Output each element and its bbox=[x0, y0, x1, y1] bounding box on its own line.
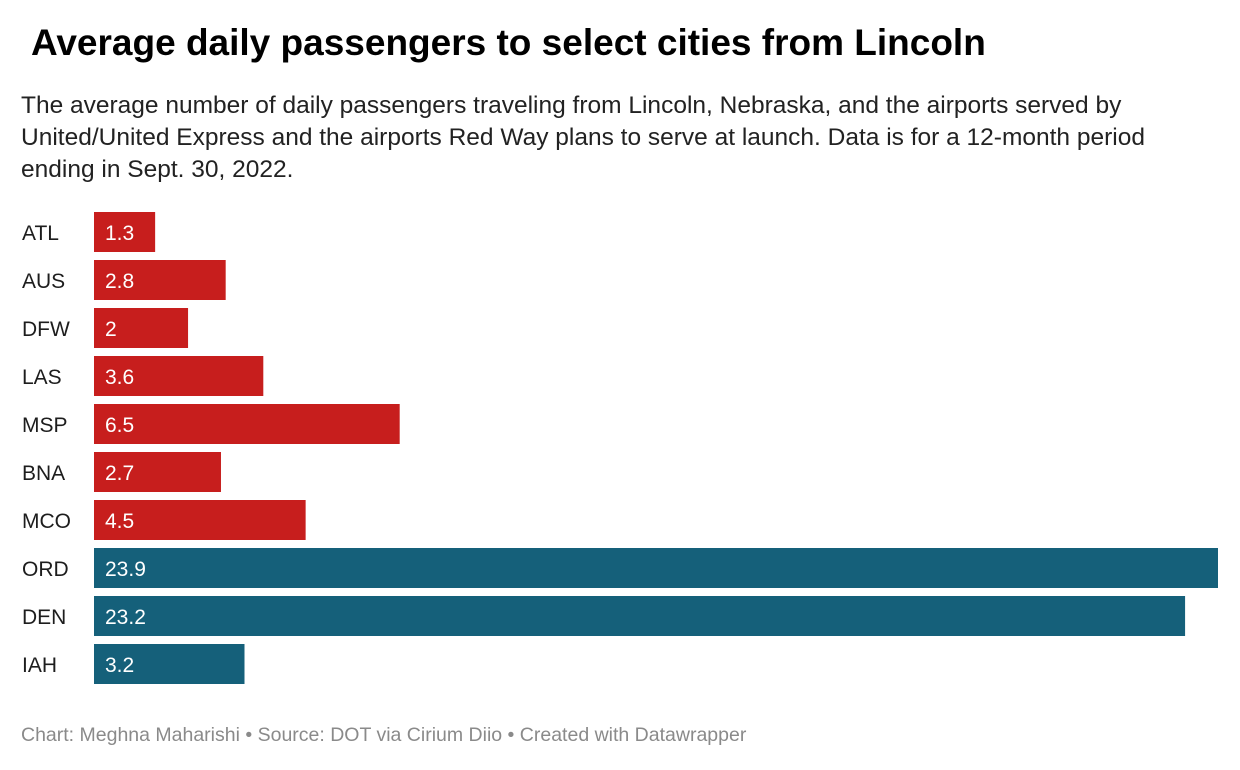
chart-title: Average daily passengers to select citie… bbox=[31, 22, 986, 63]
value-label-den: 23.2 bbox=[105, 606, 146, 629]
value-label-aus: 2.8 bbox=[105, 270, 134, 293]
category-label-iah: IAH bbox=[22, 654, 57, 677]
category-label-den: DEN bbox=[22, 606, 66, 629]
value-label-atl: 1.3 bbox=[105, 222, 134, 245]
category-label-dfw: DFW bbox=[22, 318, 70, 341]
category-label-aus: AUS bbox=[22, 270, 65, 293]
bar-bna bbox=[94, 452, 221, 492]
category-label-ord: ORD bbox=[22, 558, 69, 581]
bar-den bbox=[94, 596, 1186, 636]
category-label-mco: MCO bbox=[22, 510, 71, 533]
bar-dfw bbox=[94, 308, 189, 348]
bar-aus bbox=[94, 260, 226, 300]
value-label-mco: 4.5 bbox=[105, 510, 134, 533]
bar-iah bbox=[94, 644, 245, 684]
value-label-bna: 2.7 bbox=[105, 462, 134, 485]
bar-msp bbox=[94, 404, 400, 444]
value-label-ord: 23.9 bbox=[105, 558, 146, 581]
value-label-dfw: 2 bbox=[105, 318, 117, 341]
bar-ord bbox=[94, 548, 1218, 588]
chart-footer: Chart: Meghna Maharishi • Source: DOT vi… bbox=[21, 724, 747, 746]
category-label-bna: BNA bbox=[22, 462, 65, 485]
chart-subtitle: The average number of daily passengers t… bbox=[21, 92, 1145, 183]
value-label-las: 3.6 bbox=[105, 366, 134, 389]
bar-atl bbox=[94, 212, 156, 252]
bar-mco bbox=[94, 500, 306, 540]
value-label-iah: 3.2 bbox=[105, 654, 134, 677]
category-label-msp: MSP bbox=[22, 414, 68, 437]
value-label-msp: 6.5 bbox=[105, 414, 134, 437]
category-label-atl: ATL bbox=[22, 222, 59, 245]
category-label-las: LAS bbox=[22, 366, 62, 389]
bar-las bbox=[94, 356, 264, 396]
